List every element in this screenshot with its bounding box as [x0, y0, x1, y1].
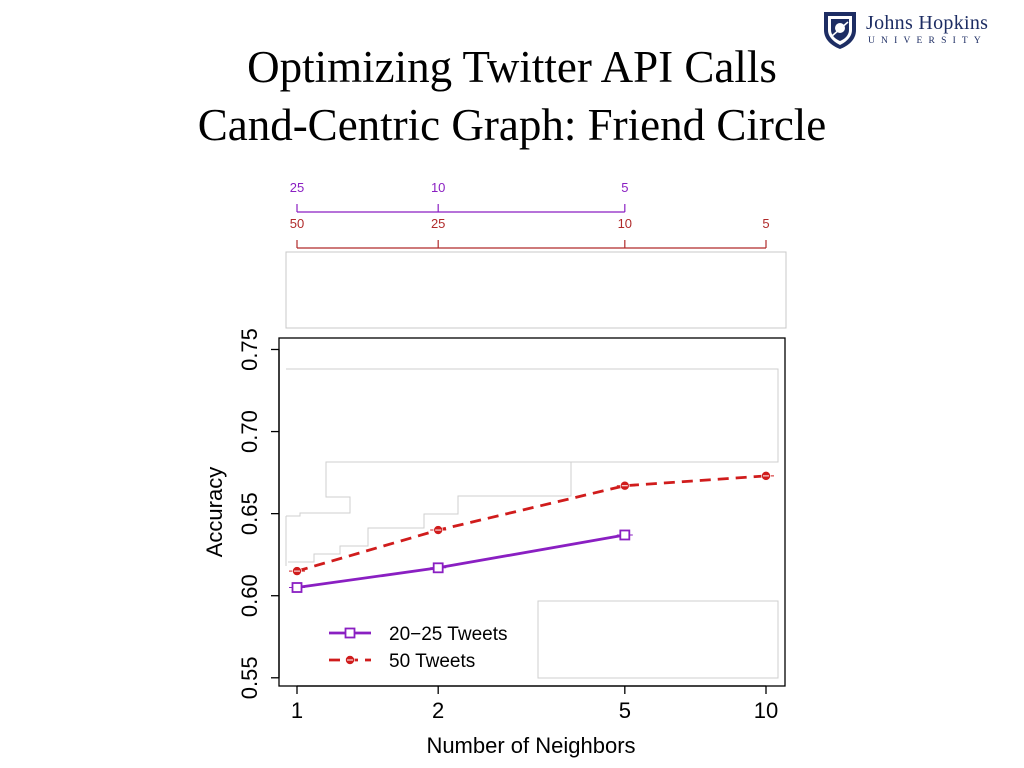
- shield-icon: [824, 12, 856, 49]
- top-axis-1-label-3: 5: [762, 216, 769, 231]
- legend: 20−25 Tweets 50 Tweets: [329, 624, 508, 672]
- series-1-line: [296, 474, 767, 573]
- ghost-outline-2: [537, 600, 779, 679]
- logo-subtitle: UNIVERSITY: [868, 36, 987, 46]
- y-tick-label-3: 0.70: [237, 410, 262, 453]
- top-axis-1-label-1: 25: [431, 216, 445, 231]
- legend-0-label: 20−25 Tweets: [389, 624, 508, 645]
- ghost-outline-0: [286, 368, 779, 517]
- y-tick-label-4: 0.75: [237, 328, 262, 371]
- legend-1-label: 50 Tweets: [389, 651, 475, 672]
- slide-title: Optimizing Twitter API Calls Cand-Centri…: [0, 38, 1024, 154]
- y-axis-label: Accuracy: [202, 467, 227, 557]
- top-axis-1-label-0: 50: [290, 216, 304, 231]
- series-0-point-0: [291, 582, 303, 593]
- slide-title-line-2: Cand-Centric Graph: Friend Circle: [197, 100, 827, 150]
- logo-wordmark: Johns Hopkins: [866, 12, 989, 34]
- top-axis-0-label-0: 25: [290, 180, 304, 195]
- y-tick-label-2: 0.65: [237, 492, 262, 535]
- axes: 1 2 5 10 0.55 0.60 0.65 0.70 0.75: [237, 328, 778, 723]
- ghost-box-top: [285, 251, 787, 329]
- top-axis-1-label-2: 10: [618, 216, 632, 231]
- series-layer: [289, 471, 774, 593]
- series-1: [289, 471, 774, 576]
- series-0-point-1: [432, 562, 444, 574]
- ghost-outline-1: [288, 461, 778, 563]
- y-tick-label-0: 0.55: [237, 656, 262, 699]
- legend-0-marker: [344, 627, 356, 639]
- top-axis-0-label-2: 5: [621, 180, 628, 195]
- top-axis-0-label-1: 10: [431, 180, 445, 195]
- x-tick-label-1: 2: [432, 698, 444, 723]
- university-logo: Johns Hopkins UNIVERSITY: [822, 10, 1018, 54]
- slide-title-line-1: Optimizing Twitter API Calls: [247, 42, 777, 92]
- series-0: [289, 529, 633, 593]
- series-0-point-2: [619, 529, 631, 541]
- x-tick-label-3: 10: [754, 698, 778, 723]
- x-tick-label-2: 5: [619, 698, 631, 723]
- top-axes: 25 10 5 50 25 10 5: [290, 180, 770, 249]
- x-axis-label: Number of Neighbors: [426, 733, 635, 758]
- x-tick-label-0: 1: [291, 698, 303, 723]
- ghost-outlines: [285, 368, 779, 679]
- y-tick-label-1: 0.60: [237, 574, 262, 617]
- series-0-line: [296, 533, 626, 589]
